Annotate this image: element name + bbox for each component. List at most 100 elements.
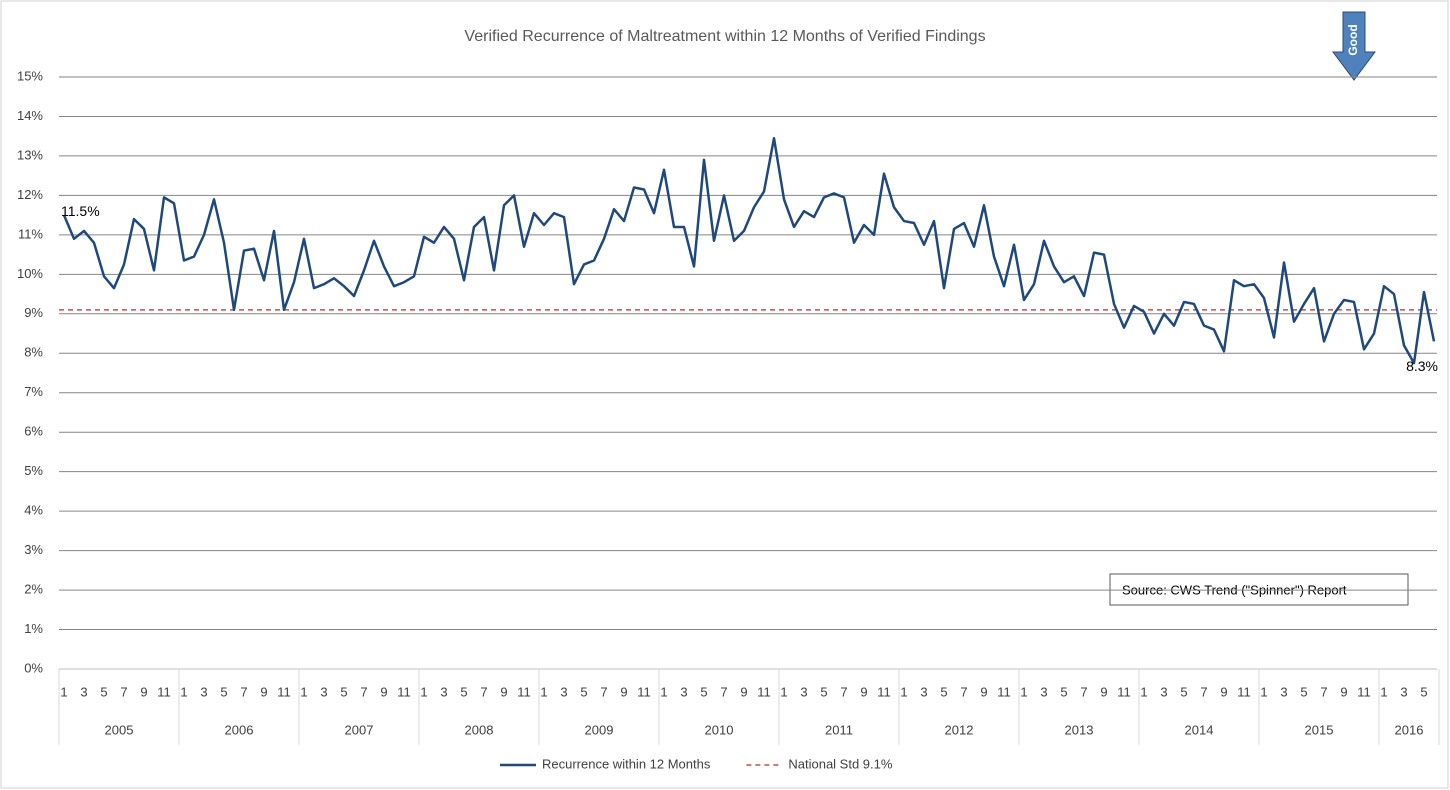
x-tick-label: 5 <box>1060 684 1067 699</box>
y-tick-label: 3% <box>24 542 43 557</box>
x-tick-label: 1 <box>420 684 427 699</box>
year-label: 2015 <box>1305 722 1334 737</box>
y-tick-label: 4% <box>24 503 43 518</box>
x-tick-label: 7 <box>960 684 967 699</box>
x-tick-label: 9 <box>740 684 747 699</box>
x-tick-label: 11 <box>757 684 771 699</box>
x-tick-label: 9 <box>140 684 147 699</box>
x-tick-label: 5 <box>820 684 827 699</box>
x-tick-label: 1 <box>1260 684 1267 699</box>
x-tick-label: 11 <box>157 684 171 699</box>
x-tick-label: 11 <box>277 684 291 699</box>
legend-label: Recurrence within 12 Months <box>542 756 711 771</box>
y-tick-label: 12% <box>17 187 43 202</box>
x-tick-label: 3 <box>1040 684 1047 699</box>
x-tick-label: 9 <box>1340 684 1347 699</box>
good-arrow: Good <box>1332 11 1376 81</box>
legend-label: National Std 9.1% <box>788 756 893 771</box>
x-tick-label: 11 <box>1237 684 1251 699</box>
x-tick-label: 11 <box>517 684 531 699</box>
x-tick-label: 5 <box>1300 684 1307 699</box>
x-tick-label: 3 <box>1160 684 1167 699</box>
x-tick-label: 5 <box>700 684 707 699</box>
chart-title: Verified Recurrence of Maltreatment with… <box>464 28 985 45</box>
x-tick-label: 3 <box>800 684 807 699</box>
x-tick-label: 3 <box>680 684 687 699</box>
x-tick-label: 9 <box>980 684 987 699</box>
y-tick-label: 14% <box>17 108 43 123</box>
x-tick-label: 9 <box>860 684 867 699</box>
x-tick-label: 3 <box>920 684 927 699</box>
good-label: Good <box>1346 24 1360 55</box>
x-tick-label: 9 <box>1100 684 1107 699</box>
x-tick-label: 9 <box>1220 684 1227 699</box>
x-tick-label: 7 <box>120 684 127 699</box>
x-tick-label: 3 <box>1400 684 1407 699</box>
x-tick-label: 9 <box>380 684 387 699</box>
year-label: 2008 <box>465 722 494 737</box>
x-tick-label: 7 <box>1080 684 1087 699</box>
x-tick-label: 1 <box>780 684 787 699</box>
y-tick-label: 8% <box>24 345 43 360</box>
year-label: 2014 <box>1185 722 1214 737</box>
source-box <box>1109 573 1409 606</box>
y-tick-label: 11% <box>18 226 43 241</box>
x-tick-label: 3 <box>320 684 327 699</box>
x-tick-label: 5 <box>580 684 587 699</box>
y-tick-label: 5% <box>24 463 43 478</box>
x-tick-label: 5 <box>1420 684 1427 699</box>
x-tick-label: 1 <box>1020 684 1027 699</box>
x-tick-label: 3 <box>200 684 207 699</box>
x-tick-label: 5 <box>460 684 467 699</box>
x-tick-label: 9 <box>260 684 267 699</box>
x-tick-label: 11 <box>397 684 411 699</box>
x-tick-label: 9 <box>620 684 627 699</box>
x-tick-label: 11 <box>1357 684 1371 699</box>
data-label: 11.5% <box>61 203 100 219</box>
x-tick-label: 11 <box>637 684 651 699</box>
x-tick-label: 5 <box>220 684 227 699</box>
x-tick-label: 7 <box>1200 684 1207 699</box>
y-tick-label: 0% <box>24 660 43 675</box>
x-tick-label: 1 <box>900 684 907 699</box>
x-tick-label: 1 <box>300 684 307 699</box>
y-tick-label: 10% <box>17 266 43 281</box>
x-tick-label: 1 <box>1140 684 1147 699</box>
x-tick-label: 1 <box>540 684 547 699</box>
x-tick-label: 7 <box>1320 684 1327 699</box>
data-label: 8.3% <box>1406 358 1438 374</box>
x-tick-label: 5 <box>100 684 107 699</box>
x-tick-label: 3 <box>440 684 447 699</box>
year-label: 2010 <box>705 722 734 737</box>
x-tick-label: 5 <box>1180 684 1187 699</box>
y-tick-label: 1% <box>24 621 43 636</box>
year-label: 2009 <box>585 722 614 737</box>
x-tick-label: 11 <box>1117 684 1131 699</box>
y-tick-label: 15% <box>17 68 43 83</box>
x-tick-label: 5 <box>940 684 947 699</box>
x-tick-label: 1 <box>660 684 667 699</box>
x-tick-label: 5 <box>340 684 347 699</box>
x-tick-label: 3 <box>80 684 87 699</box>
x-tick-label: 1 <box>180 684 187 699</box>
year-label: 2016 <box>1395 722 1424 737</box>
x-tick-label: 11 <box>997 684 1011 699</box>
x-tick-label: 3 <box>1280 684 1287 699</box>
year-label: 2013 <box>1065 722 1094 737</box>
x-tick-label: 7 <box>720 684 727 699</box>
x-tick-label: 7 <box>480 684 487 699</box>
x-tick-label: 1 <box>1380 684 1387 699</box>
x-tick-label: 7 <box>360 684 367 699</box>
year-label: 2007 <box>345 722 374 737</box>
y-tick-label: 2% <box>24 582 43 597</box>
x-tick-label: 3 <box>560 684 567 699</box>
y-tick-label: 9% <box>24 305 43 320</box>
year-label: 2006 <box>225 722 254 737</box>
year-label: 2012 <box>945 722 974 737</box>
arrow-shape <box>1332 11 1376 81</box>
data-line <box>62 136 1436 365</box>
x-tick-label: 9 <box>500 684 507 699</box>
y-tick-label: 6% <box>24 424 43 439</box>
